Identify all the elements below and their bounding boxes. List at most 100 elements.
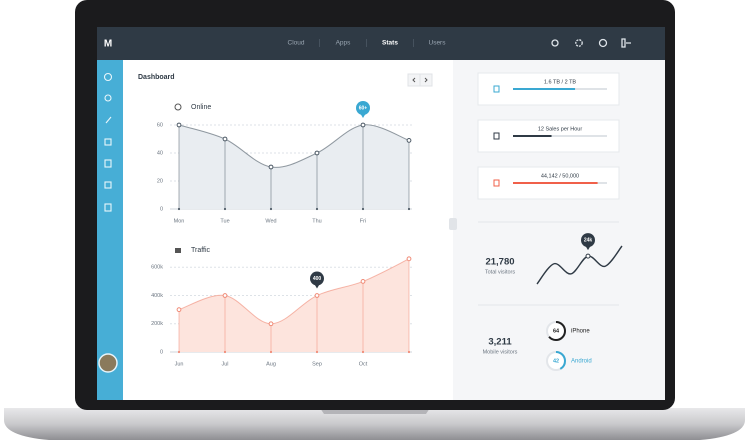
progress-bar <box>513 88 576 90</box>
point <box>268 164 274 170</box>
point <box>222 136 228 142</box>
y-tick-label: 20 <box>157 178 163 184</box>
calendar-icon[interactable] <box>104 138 112 146</box>
chart-title: Traffic <box>191 247 211 254</box>
widget-label: 44,142 / 50,000 <box>541 173 579 179</box>
nav-item[interactable]: Users <box>429 40 447 47</box>
next-button[interactable] <box>419 73 433 87</box>
x-tick-label: Jun <box>175 361 184 367</box>
x-tick-label: Jul <box>221 361 228 367</box>
callout <box>356 101 370 115</box>
total-visitors-label: Total visitors <box>485 269 516 275</box>
y-tick-label: 200k <box>151 321 163 327</box>
nav-item[interactable]: Apps <box>336 40 352 47</box>
widget-icon <box>493 132 500 140</box>
line <box>178 258 410 325</box>
y-tick-label: 40 <box>157 150 163 156</box>
laptop-base <box>4 408 745 440</box>
top-bar <box>97 27 665 60</box>
nav-item[interactable]: Stats <box>382 40 398 47</box>
callout-label: 400 <box>313 276 322 282</box>
widget-icon <box>493 179 500 187</box>
point <box>406 138 412 143</box>
point <box>268 321 274 327</box>
splitter-handle[interactable] <box>449 218 457 230</box>
edit-icon[interactable] <box>105 116 112 124</box>
point <box>176 307 182 313</box>
point <box>360 279 366 284</box>
baseline-dot <box>315 350 319 354</box>
y-tick-label: 400k <box>151 293 163 299</box>
point <box>222 293 228 298</box>
search-icon[interactable] <box>551 39 559 47</box>
prev-button[interactable] <box>407 73 421 87</box>
pager-arrows <box>412 77 428 83</box>
user-icon[interactable] <box>104 94 112 102</box>
logo[interactable]: M <box>104 39 112 50</box>
callout <box>581 233 595 248</box>
baseline-dot <box>361 350 365 354</box>
x-tick-label: Wed <box>265 218 276 224</box>
device-name: iPhone <box>571 329 590 335</box>
settings-icon[interactable] <box>575 39 583 47</box>
nav-item[interactable]: Cloud <box>288 40 305 47</box>
total-visitors-value: 21,780 <box>485 257 514 268</box>
point <box>406 256 412 262</box>
trash-icon[interactable] <box>104 203 112 212</box>
x-tick-label: Tue <box>220 218 229 224</box>
traffic-icon <box>175 248 181 253</box>
right-panel <box>453 60 665 400</box>
point <box>314 293 320 298</box>
x-tick-label: Mon <box>174 218 185 224</box>
dashboard-icon[interactable] <box>103 72 113 82</box>
dashboard-title: Dashboard <box>138 74 175 81</box>
active-pointer <box>123 72 128 82</box>
baseline-dot <box>407 350 411 354</box>
callout-label: 60+ <box>359 105 368 111</box>
callout <box>310 271 324 286</box>
baseline-dot <box>223 350 227 354</box>
point <box>360 122 366 128</box>
progress-track <box>513 135 607 137</box>
online-icon <box>174 103 182 111</box>
avatar[interactable] <box>98 353 118 373</box>
widget-icon <box>493 85 500 93</box>
x-tick-label: Oct <box>359 361 368 367</box>
y-tick-label: 600k <box>151 265 163 271</box>
sparkline <box>536 245 623 285</box>
baseline-dot <box>177 207 181 211</box>
sidebar <box>97 60 123 400</box>
ring-value: 42 <box>553 358 559 364</box>
area <box>179 124 409 209</box>
y-tick-label: 0 <box>160 206 163 212</box>
x-tick-label: Aug <box>266 361 276 367</box>
callout-label: 24k <box>584 237 593 243</box>
ring <box>546 351 566 371</box>
baseline-dot <box>177 350 181 354</box>
ring <box>546 321 566 341</box>
sparkline-point <box>585 253 591 259</box>
baseline-dot <box>269 207 273 211</box>
mobile-visitors-label: Mobile visitors <box>483 349 518 355</box>
point <box>176 122 182 128</box>
x-tick-label: Thu <box>312 218 321 224</box>
file-icon[interactable] <box>104 159 112 168</box>
globe-icon[interactable] <box>598 38 608 48</box>
progress-bar <box>513 135 552 137</box>
baseline-dot <box>223 207 227 211</box>
baseline-dot <box>407 207 411 211</box>
line <box>178 124 410 168</box>
mobile-visitors-value: 3,211 <box>488 337 512 348</box>
y-tick-label: 60 <box>157 122 163 128</box>
point <box>314 150 320 156</box>
area <box>179 258 409 352</box>
widget-label: 12 Sales per Hour <box>538 126 582 132</box>
y-tick-label: 0 <box>160 349 163 355</box>
baseline-dot <box>269 350 273 354</box>
folder-icon[interactable] <box>104 181 112 189</box>
chart-title: Online <box>191 104 211 111</box>
baseline-dot <box>361 207 365 211</box>
logout-icon[interactable] <box>621 38 631 48</box>
